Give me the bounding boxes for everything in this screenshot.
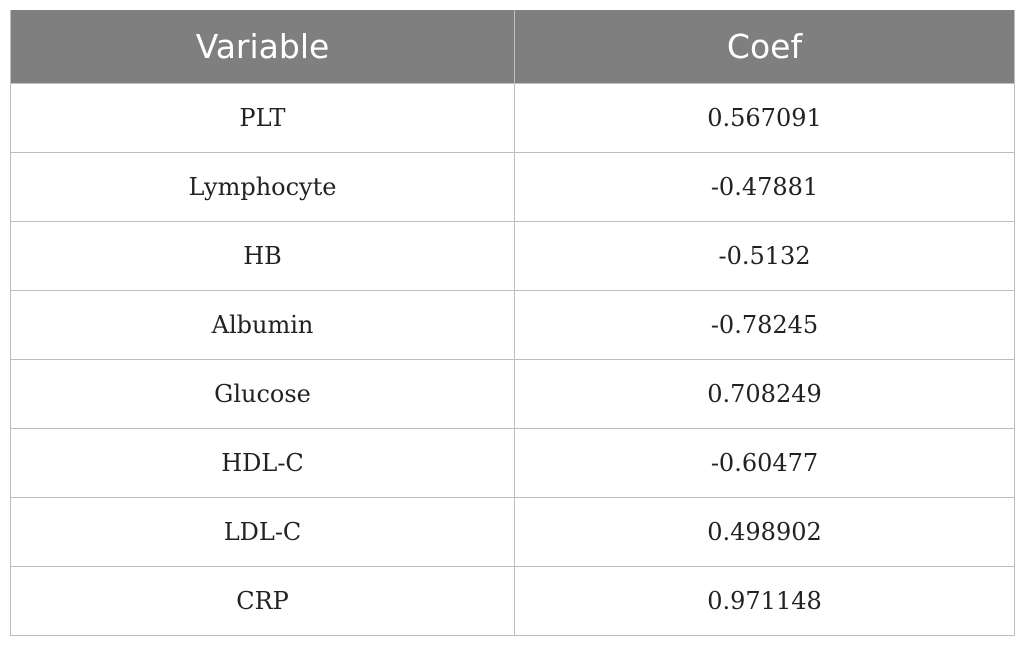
variable-cell: PLT (10, 83, 515, 153)
variable-cell: Albumin (10, 290, 515, 360)
table-row: HDL-C -0.60477 (10, 428, 1015, 498)
coef-cell: -0.60477 (514, 428, 1015, 498)
table-row: Lymphocyte -0.47881 (10, 152, 1015, 222)
variable-cell: Lymphocyte (10, 152, 515, 222)
table-row: HB -0.5132 (10, 221, 1015, 291)
column-header-variable: Variable (10, 10, 515, 84)
coef-cell: 0.708249 (514, 359, 1015, 429)
coef-cell: -0.78245 (514, 290, 1015, 360)
table-row: Glucose 0.708249 (10, 359, 1015, 429)
variable-cell: CRP (10, 566, 515, 636)
table-row: PLT 0.567091 (10, 83, 1015, 153)
table-row: Albumin -0.78245 (10, 290, 1015, 360)
variable-cell: HB (10, 221, 515, 291)
coef-cell: -0.47881 (514, 152, 1015, 222)
variable-cell: HDL-C (10, 428, 515, 498)
coefficient-table: Variable Coef PLT 0.567091 Lymphocyte -0… (10, 10, 1015, 636)
coef-cell: 0.498902 (514, 497, 1015, 567)
table-row: CRP 0.971148 (10, 566, 1015, 636)
table-row: LDL-C 0.498902 (10, 497, 1015, 567)
coef-cell: -0.5132 (514, 221, 1015, 291)
coef-cell: 0.971148 (514, 566, 1015, 636)
table-header: Variable Coef (10, 10, 1015, 84)
variable-cell: LDL-C (10, 497, 515, 567)
coefficient-table-container: Variable Coef PLT 0.567091 Lymphocyte -0… (10, 10, 1015, 636)
column-header-coef: Coef (514, 10, 1015, 84)
header-row: Variable Coef (10, 10, 1015, 84)
table-body: PLT 0.567091 Lymphocyte -0.47881 HB -0.5… (10, 83, 1015, 636)
coef-cell: 0.567091 (514, 83, 1015, 153)
variable-cell: Glucose (10, 359, 515, 429)
